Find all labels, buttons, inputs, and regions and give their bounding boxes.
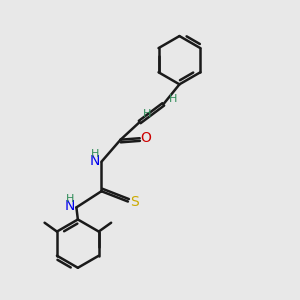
Text: S: S bbox=[130, 194, 139, 208]
Text: O: O bbox=[141, 131, 152, 145]
Text: H: H bbox=[143, 109, 151, 119]
Text: N: N bbox=[65, 199, 75, 213]
Text: H: H bbox=[66, 194, 74, 204]
Text: H: H bbox=[91, 149, 99, 159]
Text: H: H bbox=[169, 94, 177, 104]
Text: N: N bbox=[90, 154, 100, 168]
